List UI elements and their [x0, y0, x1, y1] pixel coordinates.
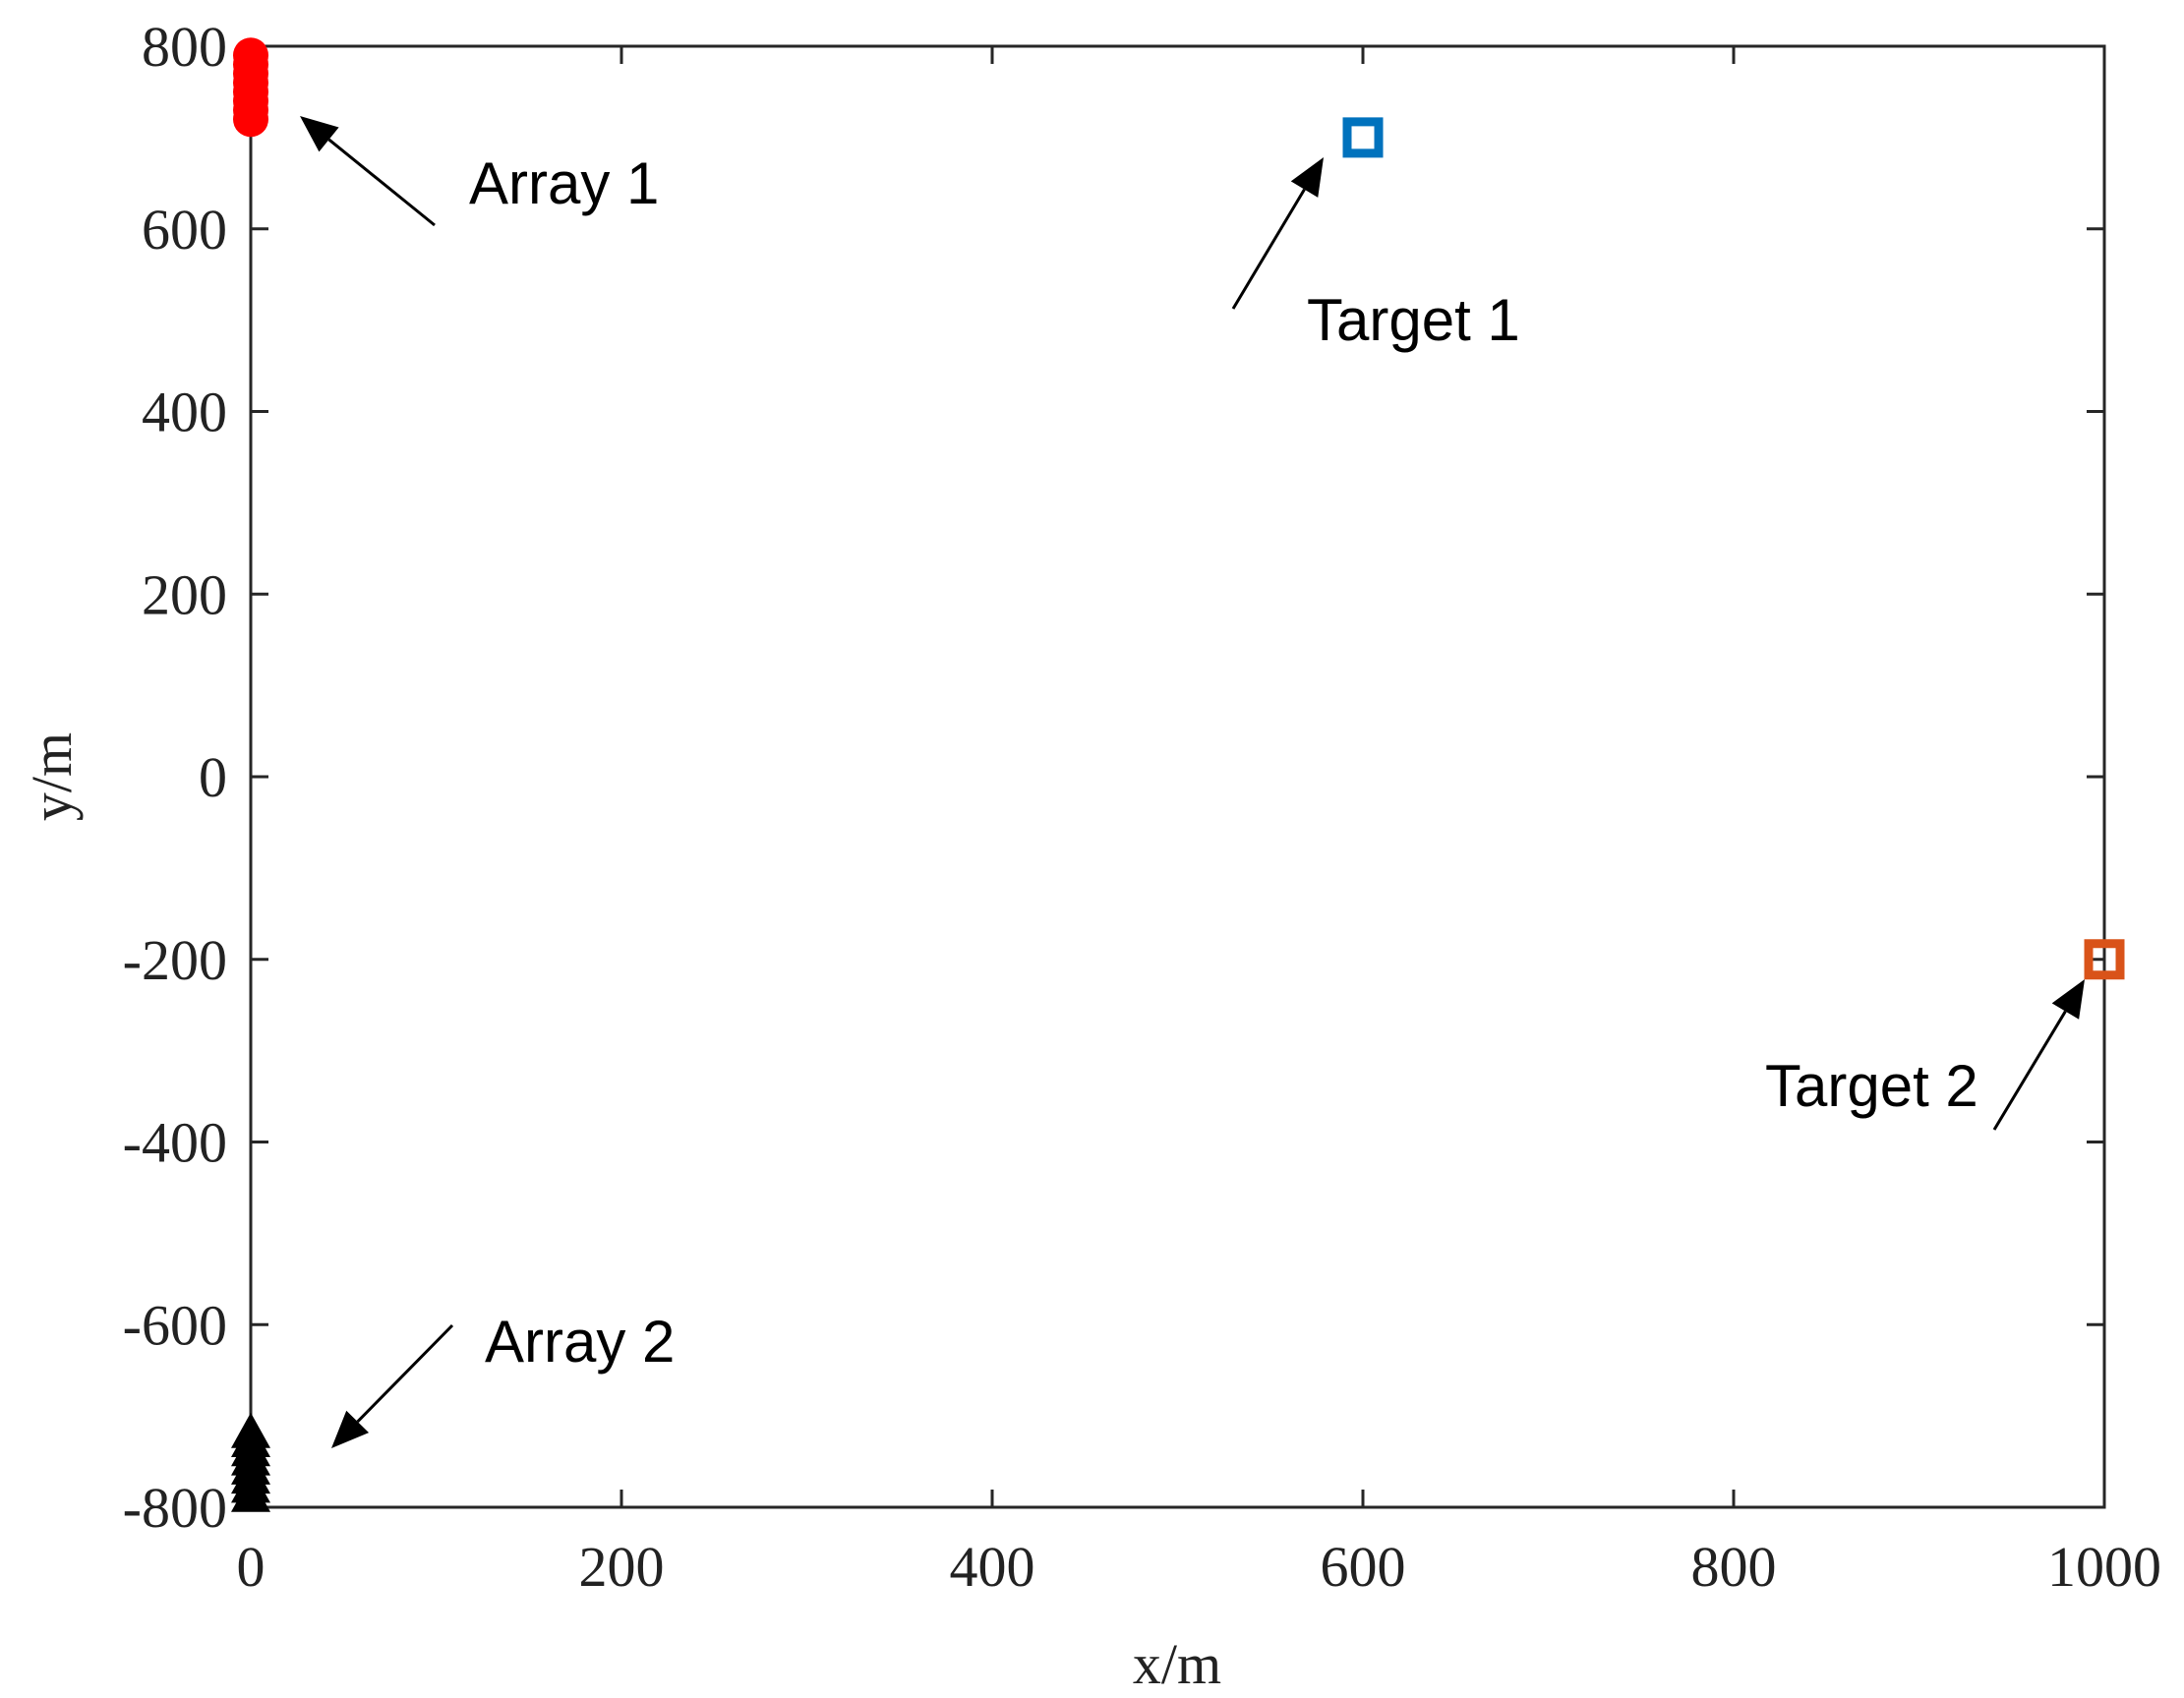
annotation-arrowhead — [300, 116, 339, 152]
x-tick-label: 200 — [579, 1535, 665, 1599]
annotation-arrow — [1231, 188, 1306, 310]
point — [233, 37, 268, 74]
x-tick-label: 400 — [950, 1535, 1035, 1599]
annotation-arrow — [1992, 1010, 2067, 1131]
point — [1342, 117, 1384, 158]
annotation-arrow — [356, 1323, 454, 1423]
annotation-arrowhead — [331, 1410, 370, 1448]
annotation: Array 2 — [485, 1309, 675, 1375]
y-tick-label: 200 — [142, 562, 227, 626]
y-tick-label: 400 — [142, 381, 227, 444]
y-tick-label: -200 — [123, 928, 227, 992]
y-tick-label: -800 — [123, 1476, 227, 1540]
y-tick-label: 0 — [199, 745, 227, 809]
x-tick-label: 600 — [1321, 1535, 1406, 1599]
annotation-arrowhead — [1290, 157, 1324, 198]
annotation-arrow — [327, 138, 436, 227]
y-tick-label: 600 — [142, 198, 227, 262]
x-tick-label: 0 — [237, 1535, 266, 1599]
y-tick-label: -400 — [123, 1111, 227, 1175]
y-axis-label: y/m — [20, 732, 84, 821]
plot-frame — [249, 44, 2106, 1509]
y-tick-label: 800 — [142, 15, 227, 79]
x-tick-label: 800 — [1691, 1535, 1777, 1599]
point — [231, 1412, 270, 1448]
y-tick-label: -600 — [123, 1293, 227, 1357]
annotation: Target 2 — [1765, 1053, 1978, 1119]
x-axis-label: x/m — [1133, 1632, 1221, 1696]
annotation-arrowhead — [2051, 979, 2085, 1020]
annotation: Target 1 — [1307, 287, 1520, 353]
point — [2084, 939, 2125, 980]
x-tick-label: 1000 — [2047, 1535, 2161, 1599]
annotation: Array 1 — [469, 150, 659, 216]
